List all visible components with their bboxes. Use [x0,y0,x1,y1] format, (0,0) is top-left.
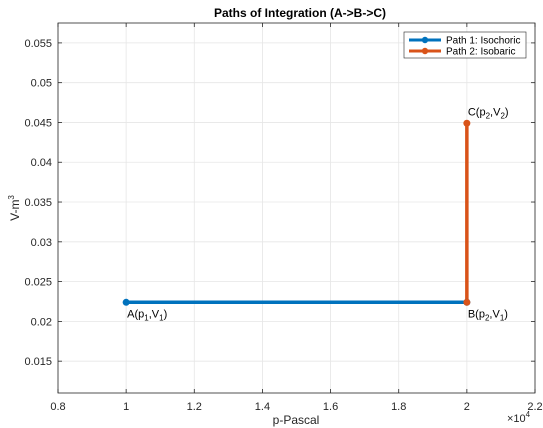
y-tick-label: 0.015 [24,356,52,368]
y-tick-label: 0.055 [24,38,52,50]
point-label: C(p2,V2) [468,106,509,120]
point-label: B(p2,V1) [468,308,508,322]
legend-swatch-marker [421,36,429,44]
point-label-part: C(p [468,106,486,118]
y-tick-label: 0.03 [31,237,52,249]
point-label-part: ,V [489,308,500,320]
series-2-point [463,298,471,306]
y-axis-title-main: V-m [8,200,22,221]
x-tick-label: 1.2 [187,401,202,413]
x-tick-label: 1 [123,401,129,413]
point-label-part: ,V [490,106,501,118]
x-axis-ticks: 0.8 1 1.2 1.4 1.6 1.8 2 2.2 [50,23,543,413]
point-label-subscript: 1 [500,313,505,322]
point-label-part: ) [164,308,168,320]
y-tick-label: 0.045 [24,117,52,129]
point-label-part: ) [505,106,509,118]
point-label-subscript: 2 [486,111,491,120]
x-tick-label: 1.4 [255,401,270,413]
chart-title: Paths of Integration (A->B->C) [214,6,386,20]
plot-area-frame [57,22,536,394]
point-label: A(p1,V1) [127,308,167,322]
legend-entry-label: Path 1: Isochoric [446,36,520,47]
series-2-point [463,119,471,127]
legend-swatch-marker [421,47,429,55]
x-axis-title: p-Pascal [273,413,320,427]
grid [57,23,536,393]
y-tick-label: 0.02 [31,316,52,328]
y-tick-label: 0.05 [31,78,52,90]
point-label-part: ,V [149,308,160,320]
point-label-part: ) [504,308,508,320]
x-axis-exponent: ×104 [507,410,531,425]
y-axis-ticks: 0.015 0.02 0.025 0.03 0.035 0.04 0.045 0.05 0.05… [24,38,535,368]
point-label-subscript: 1 [159,313,164,322]
x-tick-label: 2.2 [527,401,542,413]
point-label-subscript: 1 [144,313,149,322]
y-tick-label: 0.04 [31,157,52,169]
point-label-subscript: 2 [500,111,505,120]
x-exponent-base: ×10 [507,413,526,425]
y-axis-title: V-m3 [7,195,22,221]
x-tick-label: 2 [464,401,470,413]
series-layer [122,119,471,306]
point-label-part: A(p [127,308,144,320]
point-annotations: A(p1,V1) B(p2,V1)C(p2,V2) [127,106,508,322]
y-axis-title-sup: 3 [7,195,16,200]
y-tick-label: 0.035 [24,197,52,209]
point-label-part: B(p [468,308,485,320]
y-tick-label: 0.025 [24,277,52,289]
x-exponent-power: 4 [526,410,531,419]
x-tick-label: 1.8 [391,401,406,413]
x-tick-label: 0.8 [50,401,65,413]
point-label-subscript: 2 [485,313,490,322]
x-tick-label: 1.6 [323,401,338,413]
legend-entry-label: Path 2: Isobaric [446,47,515,58]
series-1-point [122,298,130,306]
